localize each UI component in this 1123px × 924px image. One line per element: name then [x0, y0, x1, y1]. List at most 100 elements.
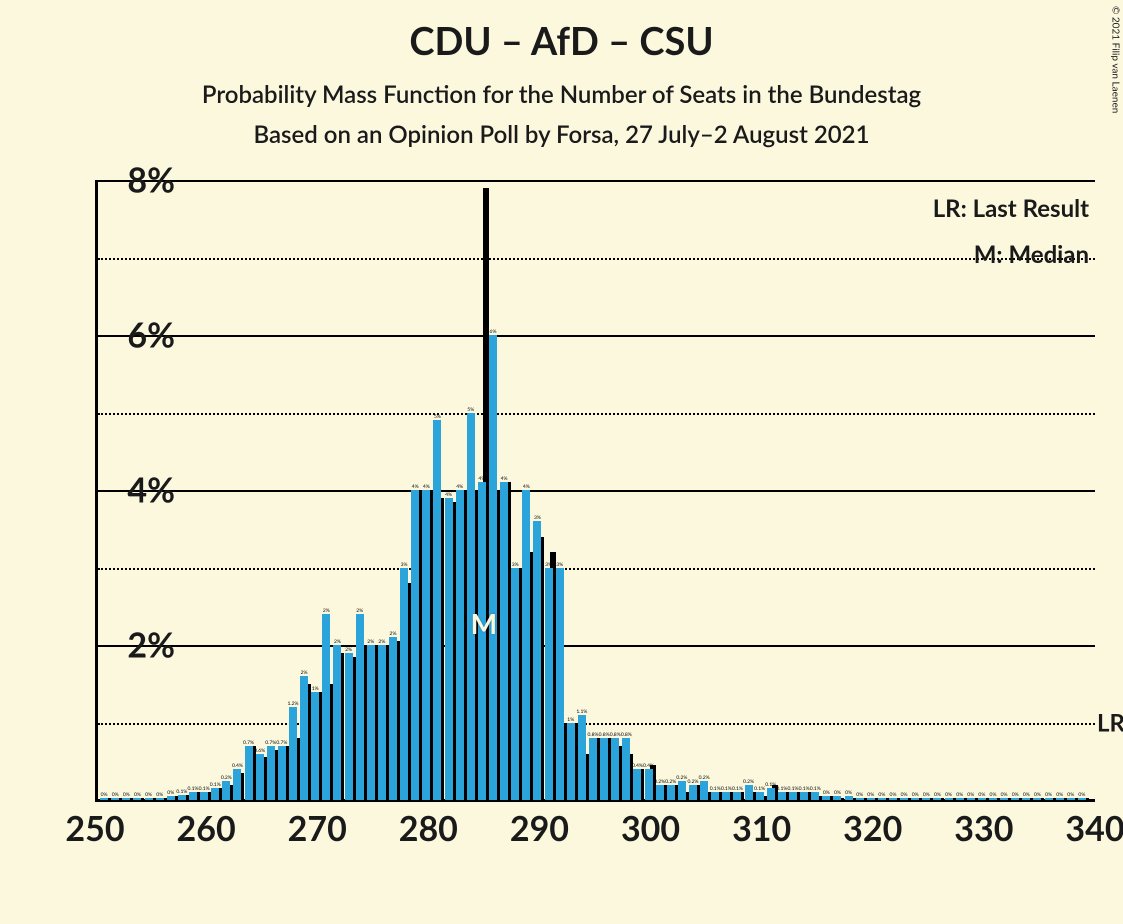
- bar-series-a: 0%: [900, 798, 908, 800]
- bar-series-a: 2%: [333, 645, 341, 800]
- bar-series-a: 0.1%: [189, 792, 197, 800]
- bar-value-label: 2%: [334, 640, 341, 645]
- bar-series-a: 0%: [945, 798, 953, 800]
- bar-value-label: 0%: [1012, 793, 1019, 798]
- x-tick-label: 300: [621, 808, 680, 849]
- bar-series-a: 0.2%: [689, 785, 697, 801]
- gridline-minor: [98, 413, 1095, 415]
- bar-value-label: 3%: [556, 563, 563, 568]
- bar-value-label: 0.1%: [732, 787, 743, 792]
- bar-series-a: 0%: [878, 798, 886, 800]
- gridline-major: [98, 490, 1095, 492]
- bar-series-a: 0.2%: [678, 781, 686, 800]
- bar-value-label: 0.1%: [210, 783, 221, 788]
- bar-series-a: 0%: [889, 798, 897, 800]
- bar-series-a: 0.1%: [756, 792, 764, 800]
- bar-value-label: 3%: [545, 563, 552, 568]
- bar-series-a: 4%: [522, 490, 530, 800]
- bar-value-label: 1%: [312, 687, 319, 692]
- bar-series-a: 0.1%: [811, 792, 819, 800]
- bar-series-a: 0%: [1056, 798, 1064, 800]
- bar-series-a: 1.2%: [289, 707, 297, 800]
- bar-series-a: 0%: [167, 796, 175, 800]
- gridline-major: [98, 180, 1095, 182]
- bar-value-label: 0.2%: [221, 776, 232, 781]
- bar-series-a: 0%: [156, 798, 164, 800]
- x-tick-label: 270: [288, 808, 347, 849]
- bar-series-a: 0%: [133, 798, 141, 800]
- bar-value-label: 5%: [467, 408, 474, 413]
- bar-series-a: 0.1%: [722, 792, 730, 800]
- bar-value-label: 0.8%: [588, 733, 599, 738]
- bar-value-label: 0.7%: [243, 741, 254, 746]
- bar-value-label: 0.4%: [632, 764, 643, 769]
- bar-value-label: 0.2%: [676, 776, 687, 781]
- bar-series-a: 0%: [933, 798, 941, 800]
- bar-series-a: 3%: [400, 568, 408, 801]
- bar-value-label: 0%: [945, 793, 952, 798]
- chart-title: CDU – AfD – CSU: [0, 18, 1123, 64]
- bar-value-label: 0%: [878, 793, 885, 798]
- bar-value-label: 0.1%: [799, 787, 810, 792]
- bar-value-label: 0%: [923, 793, 930, 798]
- y-tick-label: 6%: [95, 315, 175, 356]
- bar-series-a: 0%: [100, 798, 108, 800]
- bar-series-a: 2%: [378, 645, 386, 800]
- bar-value-label: 0%: [967, 793, 974, 798]
- bar-series-a: 0%: [967, 798, 975, 800]
- bar-series-a: 4%: [445, 498, 453, 800]
- bar-value-label: 0%: [123, 793, 130, 798]
- bar-series-a: 0%: [1078, 798, 1086, 800]
- bar-value-label: 4%: [501, 477, 508, 482]
- bar-value-label: 3%: [512, 563, 519, 568]
- bar-value-label: 0.2%: [665, 780, 676, 785]
- bar-series-a: 0%: [911, 798, 919, 800]
- bar-series-a: 6%: [489, 335, 497, 800]
- bar-series-a: 0%: [867, 798, 875, 800]
- bar-value-label: 3%: [534, 516, 541, 521]
- bar-series-a: 0%: [856, 798, 864, 800]
- gridline-minor: [98, 568, 1095, 570]
- bar-series-a: 0.4%: [233, 769, 241, 800]
- bar-series-a: 4%: [411, 490, 419, 800]
- bar-series-a: 0.6%: [256, 754, 264, 801]
- bar-series-a: 0.2%: [745, 785, 753, 801]
- bar-value-label: 4%: [423, 485, 430, 490]
- bar-value-label: 4%: [523, 485, 530, 490]
- bar-series-a: 2%: [389, 637, 397, 800]
- bar-series-a: 0.8%: [589, 738, 597, 800]
- bar-value-label: 0%: [901, 793, 908, 798]
- x-tick-label: 290: [510, 808, 569, 849]
- bar-value-label: 0.4%: [643, 764, 654, 769]
- bar-series-a: 0%: [989, 798, 997, 800]
- chart-subtitle-2: Based on an Opinion Poll by Forsa, 27 Ju…: [0, 120, 1123, 149]
- gridline-major: [98, 645, 1095, 647]
- bar-value-label: 0.7%: [265, 741, 276, 746]
- median-marker: M: [471, 606, 497, 640]
- bar-value-label: 2%: [367, 640, 374, 645]
- bar-series-a: 0.2%: [222, 781, 230, 800]
- bar-series-a: 1.1%: [578, 715, 586, 800]
- bar-value-label: 0%: [890, 793, 897, 798]
- bar-series-a: 4%: [456, 490, 464, 800]
- bar-series-a: 0.8%: [622, 738, 630, 800]
- bar-series-a: 0.2%: [700, 781, 708, 800]
- chart-page: CDU – AfD – CSU Probability Mass Functio…: [0, 0, 1123, 924]
- bar-value-label: 0.8%: [621, 733, 632, 738]
- bar-value-label: 0.1%: [788, 787, 799, 792]
- bar-series-a: 0.1%: [178, 795, 186, 800]
- bar-series-a: 0.4%: [645, 769, 653, 800]
- bar-value-label: 0%: [167, 791, 174, 796]
- x-tick-label: 250: [65, 808, 124, 849]
- bar-value-label: 4%: [456, 485, 463, 490]
- bar-series-a: 0.1%: [200, 792, 208, 800]
- legend-last-result: LR: Last Result: [933, 194, 1089, 223]
- bar-series-a: 0%: [1022, 798, 1030, 800]
- bar-value-label: 0%: [1056, 793, 1063, 798]
- bar-value-label: 0.1%: [721, 787, 732, 792]
- bar-series-a: 4%: [422, 490, 430, 800]
- bar-series-a: 3%: [545, 568, 553, 801]
- chart-subtitle-1: Probability Mass Function for the Number…: [0, 80, 1123, 109]
- bar-value-label: 4%: [478, 477, 485, 482]
- bar-series-a: 0.7%: [245, 746, 253, 800]
